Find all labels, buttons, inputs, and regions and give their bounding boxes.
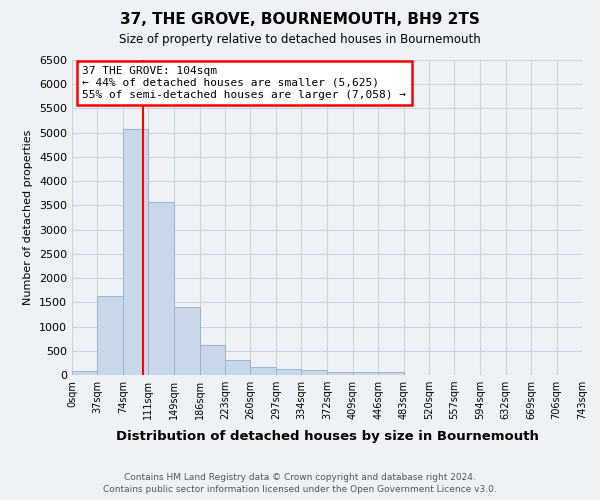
Bar [123,129,148,375]
Text: Size of property relative to detached houses in Bournemouth: Size of property relative to detached ho… [119,32,481,46]
X-axis label: Distribution of detached houses by size in Bournemouth: Distribution of detached houses by size … [116,430,538,444]
Text: Contains public sector information licensed under the Open Government Licence v3: Contains public sector information licen… [103,485,497,494]
Bar [353,372,378,375]
Bar [97,296,123,375]
Bar [148,202,173,375]
Bar [250,368,276,375]
Bar [378,372,404,375]
Bar [301,370,326,375]
Text: 37, THE GROVE, BOURNEMOUTH, BH9 2TS: 37, THE GROVE, BOURNEMOUTH, BH9 2TS [120,12,480,28]
Bar [225,360,250,375]
Bar [276,368,301,375]
Bar [174,307,200,375]
Y-axis label: Number of detached properties: Number of detached properties [23,130,34,305]
Bar [328,372,353,375]
Bar [200,344,225,375]
Bar [72,372,97,375]
Text: Contains HM Land Registry data © Crown copyright and database right 2024.: Contains HM Land Registry data © Crown c… [124,472,476,482]
Text: 37 THE GROVE: 104sqm
← 44% of detached houses are smaller (5,625)
55% of semi-de: 37 THE GROVE: 104sqm ← 44% of detached h… [82,66,406,100]
